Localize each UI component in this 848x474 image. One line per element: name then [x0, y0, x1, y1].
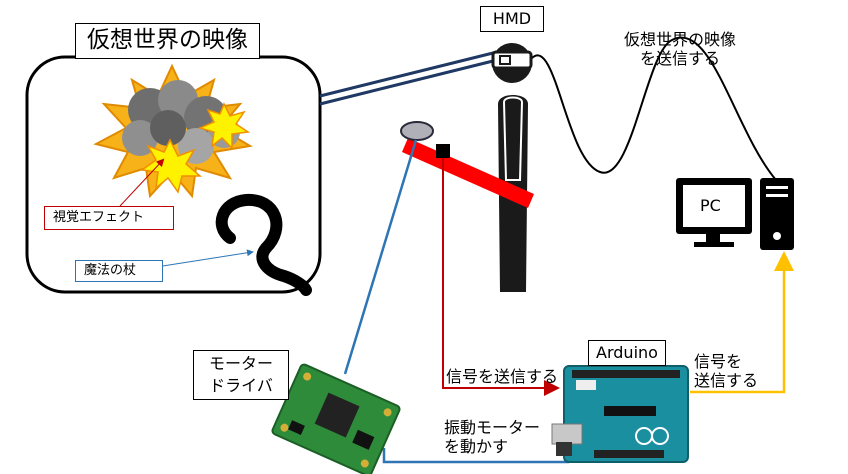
send-vr-label-line2: を送信する	[639, 49, 720, 69]
magic-staff-label: 魔法の杖	[75, 260, 163, 282]
motor-driver-label-line2: ドライバ	[209, 376, 273, 395]
hmd-link-line-1	[319, 50, 498, 98]
send-signal-pc-label: 信号を 送信する	[694, 352, 758, 390]
person-icon	[491, 43, 533, 292]
motor-driver-label-line1: モーター	[208, 354, 273, 373]
arduino-label: Arduino	[588, 340, 666, 366]
visual-effect-pointer	[119, 158, 165, 207]
send-signal-arduino-label: 信号を送信する	[446, 367, 559, 386]
vibration-motor-label: 振動モーター を動かす	[444, 418, 540, 456]
controller-staff	[400, 121, 534, 208]
explosion-icon	[93, 63, 253, 199]
magic-staff-pointer	[149, 249, 254, 269]
arduino-to-pc-arrow	[690, 251, 794, 394]
magic-staff-icon	[215, 193, 312, 296]
hmd-label: HMD	[480, 6, 544, 32]
pc-icon	[676, 178, 794, 250]
arduino-board-icon	[551, 365, 689, 463]
video-cable	[531, 36, 777, 181]
vibration-motor-label-line2: を動かす	[444, 437, 509, 457]
sensor-chip	[436, 144, 450, 158]
driver-to-staff-line	[343, 139, 418, 375]
pc-label: PC	[700, 196, 721, 215]
send-signal-pc-label-line1: 信号を	[694, 352, 743, 371]
send-vr-label: 仮想世界の映像 を送信する	[600, 30, 760, 68]
vr-image-title: 仮想世界の映像	[75, 23, 260, 59]
sensor-to-arduino-arrow	[442, 158, 560, 396]
send-vr-label-line1: 仮想世界の映像	[623, 30, 736, 49]
vibration-motor-label-line1: 振動モーター	[444, 418, 541, 437]
motor-driver-board-icon	[271, 363, 401, 474]
visual-effect-label: 視覚エフェクト	[44, 206, 174, 230]
motor-driver-label: モーター ドライバ	[193, 350, 289, 400]
hmd-link-line-2	[319, 58, 498, 106]
send-signal-pc-label-line2: 送信する	[694, 371, 759, 391]
